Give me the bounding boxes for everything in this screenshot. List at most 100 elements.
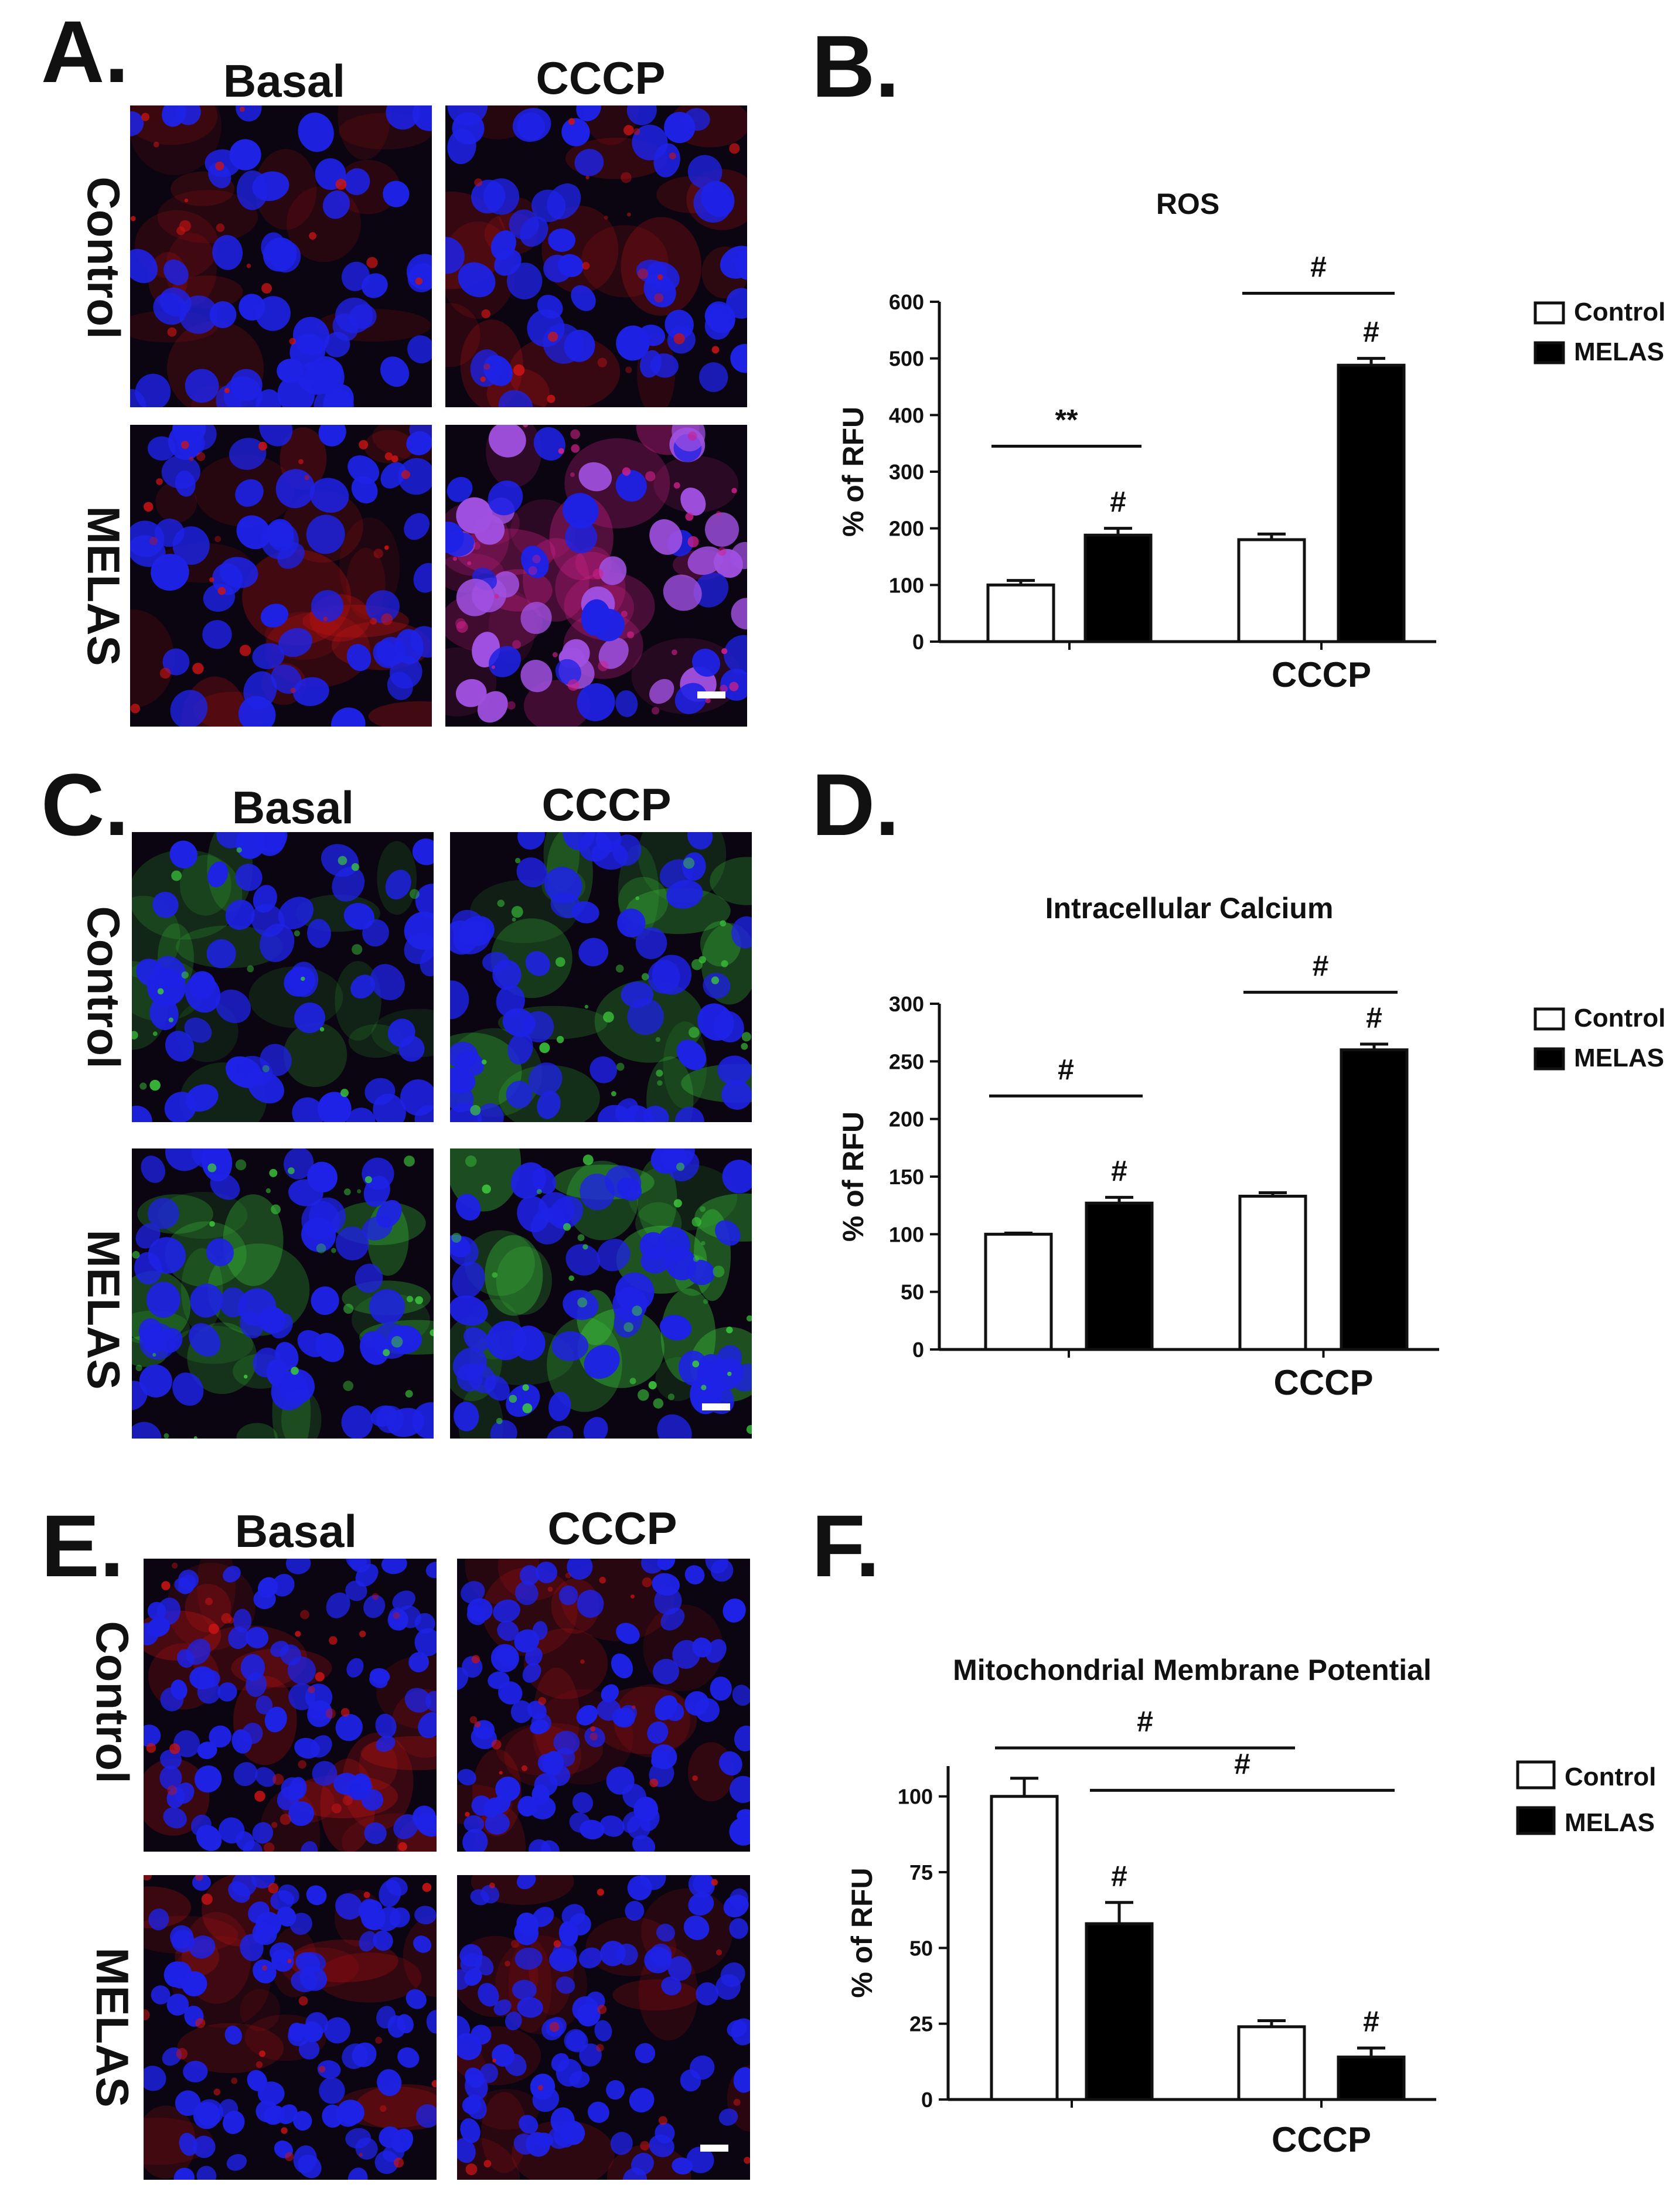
panel-a-col-basal: Basal — [223, 55, 345, 107]
micrograph-a-control-cccp — [445, 105, 747, 407]
y-tick-label: 0 — [921, 2088, 933, 2112]
legend-swatch-melas — [1534, 1047, 1565, 1071]
significance-bracket-label: # — [1058, 1053, 1074, 1086]
y-tick-label: 50 — [901, 1280, 924, 1304]
y-tick-label: 500 — [889, 347, 924, 371]
panel-a-row-control: Control — [78, 176, 130, 339]
significance-bracket-label: # — [1310, 251, 1327, 284]
y-axis-title: % of RFU — [837, 1112, 870, 1242]
bar-control-cccp — [1238, 1194, 1307, 1351]
legend-label-control: Control — [1574, 1004, 1665, 1032]
chart-ros: ROS 0 100 200 300 400 500 600 % of RFU CCCP # # ** # C… — [837, 188, 1665, 694]
x-category-label: CCCP — [1273, 1363, 1373, 1402]
significance-mark: # — [1110, 486, 1126, 519]
panel-letter-f: F. — [812, 1497, 880, 1595]
scale-bar — [700, 2145, 728, 2152]
bar-melas-basal — [1083, 533, 1153, 643]
micrographs — [130, 105, 752, 2180]
y-axis-title: % of RFU — [837, 407, 870, 537]
panel-letter-c: C. — [41, 755, 129, 854]
legend-label-melas: MELAS — [1565, 1808, 1655, 1837]
micrograph-a-melas-cccp — [445, 425, 747, 727]
bar-control-basal — [986, 583, 1055, 643]
panel-c-col-cccp: CCCP — [541, 779, 671, 830]
significance-mark: # — [1366, 1001, 1382, 1034]
significance-mark: # — [1363, 316, 1379, 349]
panel-c-row-melas: MELAS — [78, 1230, 130, 1390]
panel-e-col-cccp: CCCP — [547, 1502, 677, 1554]
panel-letter-a: A. — [41, 2, 129, 101]
chart-mitochondrial-membrane-potential: Mitochondrial Membrane Potential 0 25 50 75 1… — [846, 1654, 1656, 2159]
scale-bar — [697, 691, 725, 698]
y-tick-label: 200 — [889, 517, 924, 541]
significance-bracket-label: # — [1313, 949, 1329, 982]
y-tick-label: 100 — [898, 1785, 933, 1809]
significance-bracket-label: # — [1137, 1705, 1153, 1738]
panel-c-col-basal: Basal — [232, 782, 354, 833]
chart-title: Mitochondrial Membrane Potential — [953, 1654, 1432, 1686]
y-axis-title: % of RFU — [846, 1867, 878, 1998]
bar-melas-cccp — [1337, 363, 1406, 643]
bar-control-basal — [984, 1232, 1053, 1351]
scale-bar — [702, 1403, 730, 1410]
panel-e-col-basal: Basal — [235, 1505, 357, 1557]
micrograph-e-control-basal — [144, 1559, 437, 1852]
micrograph-c-control-cccp — [450, 832, 752, 1122]
legend-swatch-control — [1534, 301, 1565, 325]
bar-control-cccp — [1237, 2025, 1306, 2101]
y-tick-label: 150 — [889, 1165, 924, 1189]
panel-letter-e: E. — [41, 1497, 124, 1595]
y-tick-label: 300 — [889, 992, 924, 1016]
chart-title: Intracellular Calcium — [1045, 892, 1334, 925]
x-category-label: CCCP — [1272, 2120, 1371, 2159]
micrograph-a-melas-basal — [130, 425, 432, 727]
y-tick-label: 250 — [889, 1049, 924, 1073]
panel-e-row-melas: MELAS — [87, 1948, 138, 2108]
panel-a-row-melas: MELAS — [78, 506, 130, 666]
legend-label-melas: MELAS — [1574, 1044, 1664, 1072]
y-tick-label: 0 — [912, 630, 924, 654]
chart-intracellular-calcium: Intracellular Calcium 0 50 100 150 200 250 300%… — [837, 892, 1665, 1402]
y-tick-label: 100 — [889, 573, 924, 597]
panel-a-col-cccp: CCCP — [536, 52, 665, 104]
bar-control-cccp — [1237, 538, 1306, 643]
legend-label-melas: MELAS — [1574, 338, 1664, 366]
significance-bracket-label: # — [1234, 1747, 1250, 1780]
legend-swatch-control — [1534, 1007, 1565, 1031]
bar-control-basal — [990, 1795, 1059, 2101]
bar-melas-cccp — [1337, 2056, 1406, 2101]
legend-label-control: Control — [1565, 1763, 1656, 1791]
micrograph-e-melas-basal — [144, 1875, 437, 2180]
micrograph-a-control-basal — [130, 105, 432, 407]
legend-label-control: Control — [1574, 298, 1665, 326]
significance-bracket-label: ** — [1055, 404, 1078, 437]
panel-letter-d: D. — [812, 755, 899, 854]
chart-title: ROS — [1156, 188, 1219, 220]
panel-letter-b: B. — [812, 17, 899, 115]
legend-swatch-control — [1516, 1760, 1556, 1790]
significance-mark: # — [1111, 1154, 1127, 1187]
legend-swatch-melas — [1516, 1806, 1556, 1835]
significance-mark: # — [1363, 2005, 1379, 2038]
bar-melas-cccp — [1340, 1048, 1409, 1351]
y-tick-label: 25 — [909, 2012, 933, 2036]
y-tick-label: 0 — [912, 1338, 924, 1362]
panel-c-row-control: Control — [78, 906, 130, 1068]
y-tick-label: 400 — [889, 403, 924, 427]
significance-mark: # — [1111, 1860, 1127, 1893]
micrograph-e-control-cccp — [457, 1559, 750, 1852]
y-tick-label: 200 — [889, 1107, 924, 1131]
y-tick-label: 300 — [889, 460, 924, 484]
panel-e-row-control: Control — [87, 1621, 138, 1783]
bar-melas-basal — [1085, 1201, 1154, 1351]
legend-swatch-melas — [1534, 341, 1565, 364]
micrograph-e-melas-cccp — [457, 1875, 750, 2180]
micrograph-c-melas-cccp — [450, 1148, 752, 1439]
y-tick-label: 75 — [909, 1860, 933, 1884]
y-tick-label: 100 — [889, 1222, 924, 1246]
micrograph-c-control-basal — [132, 832, 434, 1122]
y-tick-label: 50 — [909, 1936, 933, 1960]
bar-melas-basal — [1085, 1922, 1154, 2101]
micrograph-c-melas-basal — [132, 1148, 434, 1439]
